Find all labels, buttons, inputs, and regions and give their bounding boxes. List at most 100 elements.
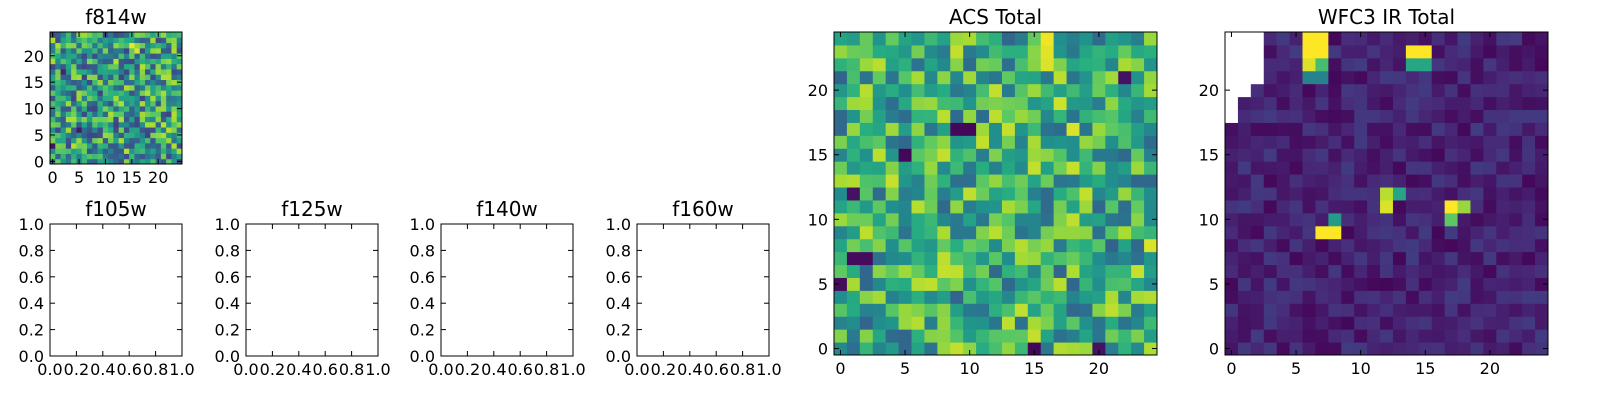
acs-total-cell (1040, 264, 1055, 278)
f814w-cell (50, 127, 56, 133)
acs-total-cell (1118, 57, 1132, 72)
acs-total-cell (963, 238, 977, 253)
wfc3-ir-total-cell (1457, 83, 1471, 98)
acs-total-cell (963, 212, 977, 227)
f140w-ytick-label: 0.4 (410, 294, 435, 313)
acs-total-cell (1131, 212, 1145, 227)
acs-total-cell (834, 135, 848, 149)
wfc3-ir-total-cell (1315, 329, 1329, 343)
f814w-cell (160, 142, 167, 149)
f814w-cell (118, 42, 125, 49)
f814w-cell (150, 74, 157, 81)
acs-total-cell (1105, 290, 1119, 304)
acs-total-cell (846, 135, 861, 149)
f814w-cell (92, 37, 99, 44)
wfc3-ir-total-cell (1405, 342, 1420, 356)
acs-total-cell (834, 303, 848, 317)
wfc3-ir-total-cell (1496, 329, 1510, 343)
wfc3-ir-total-cell (1237, 83, 1252, 98)
acs-total-cell (963, 264, 977, 278)
f814w-cell (50, 90, 56, 96)
wfc3-ir-total-cell (1470, 329, 1484, 343)
f814w-cell (113, 137, 120, 144)
f814w-cell (118, 105, 125, 112)
wfc3-ir-total-cell (1315, 135, 1329, 149)
wfc3-ir-total-cell (1237, 264, 1252, 278)
wfc3-ir-total-cell (1302, 32, 1316, 46)
wfc3-ir-total-cell (1535, 303, 1549, 317)
f814w-cell (71, 132, 77, 139)
wfc3-ir-total-cell (1392, 277, 1407, 291)
wfc3-ir-total-cell (1289, 122, 1304, 136)
wfc3-ir-total-cell (1380, 199, 1394, 214)
f814w-cell (123, 142, 130, 149)
f814w-cell (71, 58, 77, 65)
wfc3-ir-total-cell (1405, 174, 1420, 188)
acs-total-cell (1040, 32, 1055, 46)
acs-total-cell (885, 342, 900, 356)
acs-total-cell (898, 199, 913, 214)
wfc3-ir-total-cell (1276, 57, 1291, 72)
wfc3-ir-total-cell (1522, 212, 1536, 227)
wfc3-ir-total-cell (1470, 83, 1484, 98)
wfc3-ir-total-cell (1315, 225, 1329, 240)
f160w-ytick-label: 0.8 (606, 241, 631, 260)
wfc3-ir-total-cell (1237, 44, 1252, 59)
f814w-cell (71, 84, 77, 91)
wfc3-ir-total-cell (1522, 277, 1536, 291)
wfc3-ir-total-cell (1250, 316, 1265, 330)
acs-total-cell (859, 161, 874, 175)
wfc3-ir-total-cell (1263, 342, 1278, 356)
acs-total-cell (989, 96, 1003, 111)
acs-total-cell (1001, 70, 1016, 85)
acs-total-cell (885, 212, 900, 227)
acs-total-cell (1027, 44, 1042, 59)
acs-total-cell (1092, 199, 1106, 214)
wfc3-ir-total-cell (1392, 342, 1407, 356)
acs-total-cell (846, 174, 861, 188)
acs-total-cell (1118, 122, 1132, 136)
acs-total-cell (1053, 225, 1068, 240)
f814w-cell (76, 90, 83, 96)
acs-total-cell (937, 225, 951, 240)
f814w-cell (129, 63, 135, 70)
wfc3-ir-total-cell (1276, 329, 1291, 343)
f814w-cell (86, 58, 93, 65)
acs-total-cell (846, 238, 861, 253)
wfc3-ir-total-cell (1522, 342, 1536, 356)
wfc3-ir-total-cell (1289, 161, 1304, 175)
acs-total-cell (1053, 329, 1068, 343)
acs-total-cell (872, 32, 887, 46)
wfc3-ir-total-cell (1237, 70, 1252, 85)
acs-total-cell (1040, 135, 1055, 149)
f814w-cell (139, 47, 146, 54)
f814w-cell (60, 148, 67, 154)
acs-total-cell (834, 238, 848, 253)
acs-total-cell (859, 122, 874, 136)
wfc3-ir-total-ytick-label: 10 (1199, 210, 1219, 229)
wfc3-ir-total-cell (1444, 264, 1459, 278)
acs-total-cell (846, 83, 861, 98)
f814w-cell (60, 116, 67, 123)
wfc3-ir-total-cell (1405, 44, 1420, 59)
acs-total-cell (924, 148, 938, 162)
f814w-cell (171, 137, 178, 144)
f105w-xtick-label: 0.4 (90, 360, 115, 379)
f814w-cell (160, 37, 167, 44)
f814w-cell (160, 63, 167, 70)
wfc3-ir-total-cell (1522, 148, 1536, 162)
wfc3-ir-total-cell (1289, 174, 1304, 188)
wfc3-ir-total-cell (1237, 199, 1252, 214)
f814w-cell (123, 116, 130, 123)
acs-total-cell (1053, 161, 1068, 175)
acs-total-cell (1079, 83, 1093, 98)
wfc3-ir-total-cell (1457, 251, 1471, 266)
f814w-cell (76, 148, 83, 154)
f814w-cell (50, 111, 56, 117)
f814w-cell (81, 63, 88, 70)
acs-total-cell (1053, 187, 1068, 201)
acs-total-cell (834, 316, 848, 330)
wfc3-ir-total-cell (1354, 303, 1368, 317)
wfc3-ir-total-cell (1289, 251, 1304, 266)
